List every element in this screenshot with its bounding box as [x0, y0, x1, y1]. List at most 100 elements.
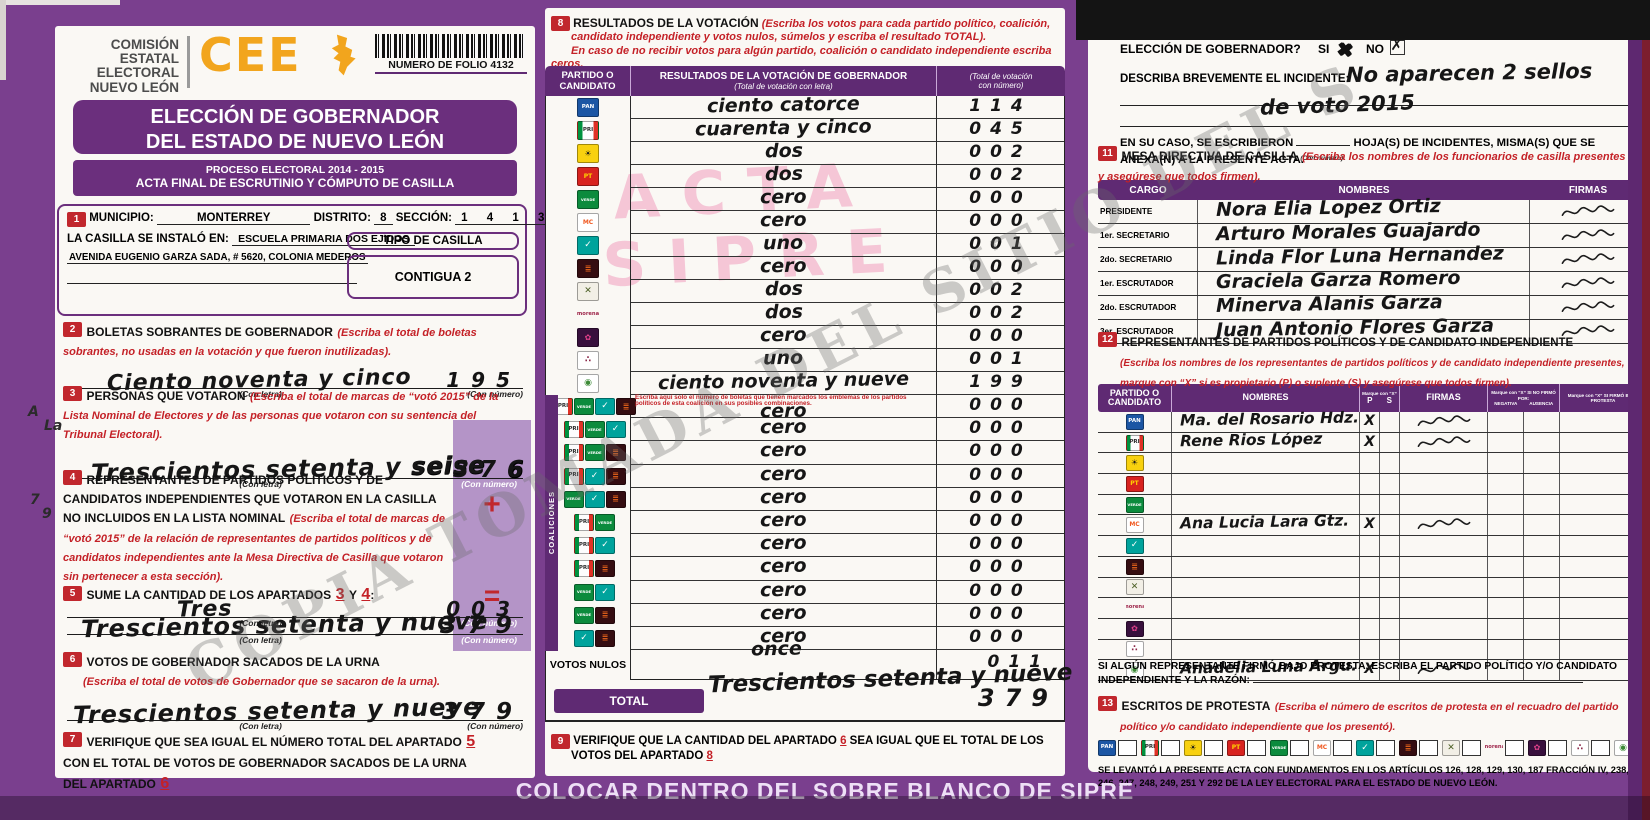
section-5-suma: 5 SUME LA CANTIDAD DE LOS APARTADOS 3 Y …	[63, 586, 527, 646]
section-3-instruction: (Escriba el total de marcas de “votó 201…	[63, 391, 499, 442]
rep-name-cell	[1172, 598, 1360, 618]
seccion-label: SECCIÓN:	[395, 212, 452, 224]
election-title: ELECCIÓN DE GOBERNADOR DEL ESTADO DE NUE…	[73, 100, 517, 154]
header-p: P	[1367, 396, 1373, 406]
section-5-writeline: Trescientos setenta y nueve 379	[67, 606, 523, 643]
rep-name-cell: Anadelia Luna Argu.	[1172, 657, 1360, 680]
coalition-logos: VERDE ✓ ≣	[546, 487, 631, 511]
party-cell: ◉	[546, 372, 631, 395]
party-logo-pri: PRI	[574, 560, 594, 578]
protest-note: SI ALGÚN REPRESENTANTE FIRMÓ BAJO PROTES…	[1098, 660, 1632, 688]
firma-cell	[1530, 320, 1646, 343]
party-logo-alianza: ✓	[595, 583, 615, 601]
vote-number-cell: 002	[937, 280, 1064, 303]
rep-row-cruzada: ✕	[1098, 577, 1646, 599]
vote-words-cell: cero	[631, 416, 937, 442]
vote-words-cell: cero	[631, 532, 937, 558]
coalition-row: ✓ ≣ cero 000	[546, 624, 1064, 651]
escritos-cell-cruzada: ✕	[1442, 740, 1481, 756]
propietario-mark: X	[1364, 516, 1375, 533]
section-8-instruction-2: candidato independiente y votos nulos, s…	[571, 31, 987, 44]
party-logo-mc: MC	[577, 213, 599, 232]
rep-firma-cell	[1400, 474, 1488, 494]
vote-words-cell: dos	[631, 163, 937, 188]
propietario-mark: X	[1364, 413, 1375, 429]
party-logo-pri: PRI	[574, 514, 594, 532]
party-logo-verde: VERDE	[563, 490, 584, 508]
vote-words: dos	[764, 300, 803, 324]
vote-number-cell: 000	[937, 418, 1064, 442]
escritos-cell-pt: PT	[1227, 740, 1266, 756]
mesa-row: 2do. ESCRUTADOR Minerva Alanis Garza	[1098, 291, 1646, 320]
firma-cell	[1530, 224, 1646, 247]
votos-nulos-words-cell: once	[631, 638, 937, 680]
suplente-cell	[1380, 660, 1400, 680]
section-7-verifique: 7 VERIFIQUE QUE SEA IGUAL EL NÚMERO TOTA…	[63, 732, 527, 794]
rep-row-prd: ☀	[1098, 453, 1646, 475]
election-subtitle: PROCESO ELECTORAL 2014 - 2015 ACTA FINAL…	[73, 160, 517, 196]
margin-note: La	[44, 418, 63, 434]
protest-text-1: SI ALGÚN REPRESENTANTE FIRMÓ BAJO PROTES…	[1098, 661, 1618, 672]
vote-number: 000	[969, 418, 1032, 439]
vote-number-cell: 000	[937, 257, 1064, 280]
vote-words: ciento catorce	[706, 92, 861, 118]
votes-row-pri: PRI cuarenta y cinco 045	[546, 115, 1064, 142]
party-logo-prd: ☀	[1184, 740, 1202, 756]
vote-number-cell: 000	[937, 188, 1064, 211]
section-6-writeline: Trescientos setenta y nueve 379	[67, 692, 523, 730]
distrito-label: DISTRITO:	[313, 212, 371, 224]
party-logo-democrata: ≣	[595, 560, 615, 578]
propietario-cell: X	[1360, 432, 1380, 453]
party-logo-morena: morena	[1485, 744, 1503, 751]
vote-words: cero	[760, 462, 807, 485]
section-4-instruction: (Escriba el total de marcas de “votó 201…	[63, 513, 445, 583]
party-logo-mc: MC	[1125, 517, 1144, 534]
margin-note: 9	[42, 506, 52, 522]
coalition-logos: PRI VERDE ✓ ≣	[546, 395, 636, 419]
section-2-title: BOLETAS SOBRANTES DE GOBERNADOR	[86, 325, 333, 339]
vote-words-cell: dos	[631, 140, 937, 165]
vote-words-cell: uno	[631, 232, 937, 257]
con-letra-label: (Con letra)	[239, 478, 282, 489]
total-number: 379	[977, 684, 1058, 712]
party-cell: ∴	[1098, 639, 1172, 660]
votes-row-verde: VERDE cero 000	[546, 186, 1064, 211]
votes-row-alianza: ✓ uno 001	[546, 232, 1064, 257]
section-3-title: PERSONAS QUE VOTARON	[86, 389, 246, 403]
mesa-row: PRESIDENTE Nora Elia Lopez Ortiz	[1098, 195, 1646, 224]
section-9-ref-6: 6	[840, 735, 847, 747]
vote-number: 000	[969, 395, 1032, 415]
section-12-instruction-2: marque con “X” si es propietario (P) o s…	[1120, 378, 1512, 389]
section-13-escritos: 13 ESCRITOS DE PROTESTA (Escriba el núme…	[1098, 696, 1650, 790]
signature	[1416, 413, 1472, 431]
section-2-number: 195	[446, 368, 521, 393]
rep-firma-cell	[1400, 515, 1488, 536]
party-logo-prd: ☀	[1125, 455, 1144, 472]
vote-words: cero	[760, 208, 807, 232]
coalition-row: PRI VERDE ✓ cero 000	[546, 416, 1064, 442]
suplente-cell	[1380, 618, 1400, 639]
negativa-cell	[1488, 660, 1524, 680]
rep-name: Rene Rios López	[1179, 429, 1323, 450]
results-table-coalitions: PRI VERDE ✓ ≣ Escriba aquí solo el número de…	[545, 394, 1065, 651]
scan-fold-shadow	[0, 796, 1650, 820]
section-6-title: VOTOS DE GOBERNADOR SACADOS DE LA URNA	[86, 655, 380, 669]
votes-row-pan: PAN ciento catorce 114	[546, 92, 1064, 119]
votos-nulos-label: VOTOS NULOS	[546, 650, 631, 680]
section-2-labels: (Con letra) (Con número)	[63, 389, 527, 400]
tipo-casilla-label: TIPO DE CASILLA	[347, 232, 519, 250]
scan-black-band	[1076, 0, 1650, 40]
con-numero-label: (Con número)	[461, 618, 517, 629]
propietario-cell	[1360, 494, 1380, 515]
representantes-table-header: PARTIDO O CANDIDATO NOMBRES Marque con “X…	[1098, 384, 1646, 412]
coalition-logos: PRI ≣	[546, 557, 631, 581]
header-firmas: FIRMAS	[1568, 184, 1608, 196]
party-logo-encuentro: ∴	[1571, 740, 1589, 756]
party-logo-alianza: ✓	[595, 537, 615, 555]
suplente-cell	[1380, 515, 1400, 536]
party-logo-pt: PT	[577, 167, 599, 186]
section-12-badge: 12	[1098, 332, 1117, 347]
rep-row-encuentro: ∴	[1098, 639, 1646, 661]
escritos-count-box	[1591, 740, 1610, 756]
party-logo-pri: PRI	[1125, 434, 1144, 451]
